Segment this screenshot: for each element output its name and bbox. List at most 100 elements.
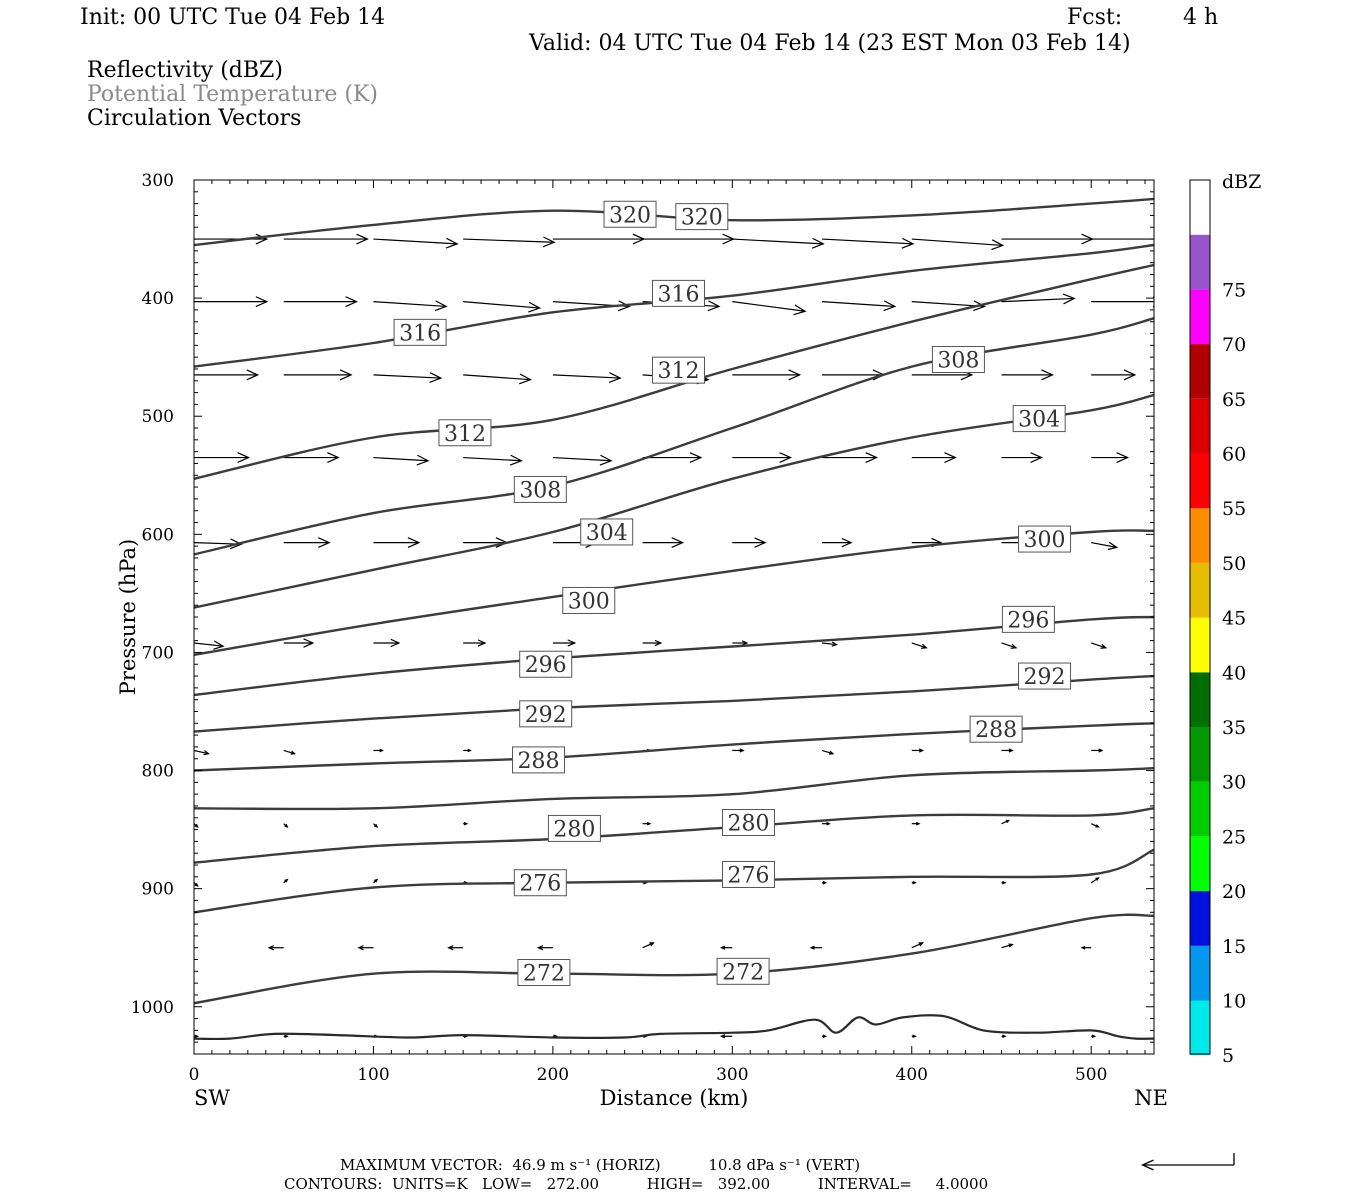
contour-label-text: 300 xyxy=(1024,528,1066,553)
circulation-vector xyxy=(642,821,652,826)
contour-label-text: 320 xyxy=(681,206,723,231)
contour-label-box xyxy=(519,700,573,728)
x-tick-label: 400 xyxy=(896,1065,928,1085)
circulation-vector xyxy=(373,300,448,312)
contour-label-box xyxy=(517,959,571,987)
vector-head xyxy=(689,452,703,463)
vector-head xyxy=(255,233,269,245)
contour-label: 300 xyxy=(562,586,616,614)
vector-head xyxy=(719,945,726,950)
colorbar-swatch xyxy=(1190,617,1210,673)
circulation-vector xyxy=(821,300,897,312)
contour-label-text: 308 xyxy=(519,478,561,503)
circulation-vectors xyxy=(194,233,1154,1039)
contour-label: 276 xyxy=(721,860,775,888)
circulation-vector xyxy=(1091,296,1154,308)
circulation-vector xyxy=(373,878,379,884)
vector-head xyxy=(918,748,925,753)
circulation-vector xyxy=(911,300,987,312)
vector-head xyxy=(1098,748,1104,753)
vector-head xyxy=(255,296,269,308)
circulation-vector xyxy=(373,748,385,753)
contour-label-text: 316 xyxy=(399,321,441,346)
circulation-vector xyxy=(822,237,915,249)
vector-shaft xyxy=(821,642,837,646)
circulation-vector xyxy=(822,452,879,463)
vector-head xyxy=(345,296,358,308)
vector-head xyxy=(1100,643,1108,649)
circulation-vector xyxy=(1001,880,1007,885)
circulation-vector xyxy=(536,945,553,951)
vector-head xyxy=(203,750,210,756)
colorbar-level-label: 20 xyxy=(1222,881,1246,903)
contour-label: 308 xyxy=(931,346,985,374)
circulation-vector xyxy=(642,233,736,245)
contour-label-text: 312 xyxy=(444,422,486,447)
axis-ticks xyxy=(193,179,1154,1055)
vector-shaft xyxy=(463,374,531,381)
vector-head xyxy=(741,640,749,646)
contour-label: 272 xyxy=(716,957,770,985)
contour-label-text: 292 xyxy=(1024,665,1066,690)
vector-shaft xyxy=(732,238,824,245)
vector-head xyxy=(429,372,443,384)
circulation-vector xyxy=(463,748,472,753)
vector-head xyxy=(617,300,631,312)
theta-contour-280 xyxy=(194,807,1154,864)
vector-head xyxy=(519,373,532,385)
circulation-vector xyxy=(1090,877,1100,884)
contour-label-box xyxy=(675,203,729,231)
x-axis-title: Distance (km) xyxy=(600,1086,749,1110)
vector-head xyxy=(831,641,839,647)
vector-head xyxy=(327,452,340,463)
colorbar-level-label: 30 xyxy=(1222,772,1246,794)
theta-contour-312 xyxy=(194,263,1154,480)
vector-head xyxy=(374,823,379,828)
contour-label-box xyxy=(1018,525,1072,553)
circulation-vector xyxy=(642,537,685,549)
circulation-vector xyxy=(1001,1034,1007,1039)
contour-label-box xyxy=(651,279,705,307)
colorbar-swatch xyxy=(1190,945,1210,1001)
reference-vector xyxy=(1140,1153,1235,1171)
vector-head xyxy=(379,748,385,753)
circulation-vector xyxy=(1080,945,1092,950)
theta-contours xyxy=(194,197,1154,1005)
vector-shaft xyxy=(1091,542,1117,548)
circulation-vector xyxy=(194,823,199,828)
vector-shaft xyxy=(373,456,429,462)
reference-horizontal-vector xyxy=(1140,1159,1234,1171)
circulation-vector xyxy=(911,821,921,826)
circulation-vector xyxy=(463,639,487,647)
contour-label-box xyxy=(562,586,616,614)
circulation-vector xyxy=(373,372,443,384)
vector-head xyxy=(1080,945,1086,950)
vector-head xyxy=(944,452,957,463)
vector-shaft xyxy=(463,238,555,243)
circulation-vector xyxy=(809,945,823,950)
circulation-vector xyxy=(732,237,825,249)
contour-label-box xyxy=(1018,662,1072,690)
vector-shaft xyxy=(194,642,224,647)
init-time: Init: 00 UTC Tue 04 Feb 14 xyxy=(80,5,386,30)
vector-shaft xyxy=(194,749,209,755)
contour-label-box xyxy=(512,746,566,774)
circulation-vector xyxy=(911,642,928,649)
vector-head xyxy=(1008,943,1014,948)
contour-label: 272 xyxy=(517,959,571,987)
colorbar-swatch xyxy=(1190,1000,1210,1056)
circulation-vector xyxy=(1001,452,1043,463)
theta-contour-300 xyxy=(194,529,1154,656)
vector-head xyxy=(826,821,831,826)
circulation-vector xyxy=(194,882,199,887)
vector-head xyxy=(374,878,379,883)
contour-label-text: 304 xyxy=(586,521,628,546)
circulation-vector xyxy=(1091,452,1130,463)
contour-label-text: 288 xyxy=(518,749,560,774)
circulation-vector xyxy=(732,301,807,316)
x-tick-label: 500 xyxy=(1075,1065,1107,1085)
colorbar-level-label: 35 xyxy=(1222,717,1246,739)
vector-head xyxy=(194,823,199,828)
theta-contour-288 xyxy=(194,722,1154,772)
